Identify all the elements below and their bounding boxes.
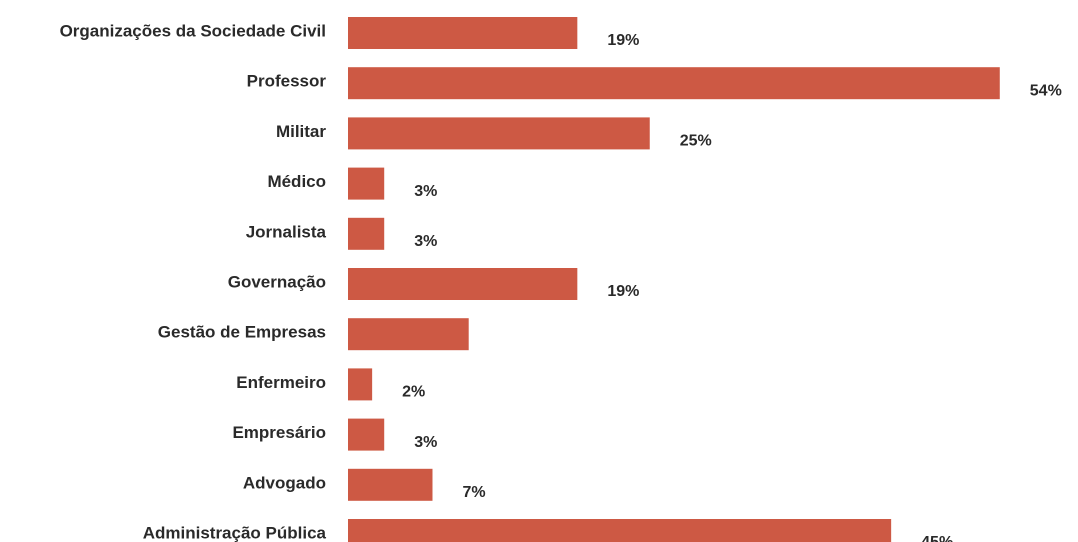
value-label: 25% xyxy=(680,133,712,150)
category-label: Jornalista xyxy=(246,222,327,241)
value-label: 2% xyxy=(402,384,425,401)
value-label: 54% xyxy=(1030,82,1062,99)
category-label: Governação xyxy=(228,272,326,291)
bar xyxy=(348,268,578,300)
bar xyxy=(348,167,385,200)
category-label: Professor xyxy=(247,72,327,91)
value-label: 7% xyxy=(462,484,485,501)
bar xyxy=(348,368,373,401)
bar xyxy=(348,217,385,250)
value-label: 3% xyxy=(414,233,437,250)
value-label: 45% xyxy=(921,534,953,542)
bar xyxy=(348,67,1000,100)
bar xyxy=(348,318,469,351)
category-label: Empresário xyxy=(232,423,326,442)
category-label: Militar xyxy=(276,122,326,141)
bar xyxy=(348,418,385,451)
category-label: Enfermeiro xyxy=(236,373,326,392)
category-label: Administração Pública xyxy=(143,523,327,542)
category-label: Advogado xyxy=(243,473,326,492)
value-label: 3% xyxy=(414,183,437,200)
category-label: Organizações da Sociedade Civil xyxy=(60,21,326,40)
bar xyxy=(348,468,433,501)
category-labels-group: Organizações da Sociedade Civil Professor… xyxy=(60,21,327,542)
category-label: Médico xyxy=(267,172,326,191)
value-labels-group: 19% 54% 25% 3% 3% 19% 2% 3% 7% 45% xyxy=(402,32,1062,542)
bar xyxy=(348,519,892,542)
category-label: Gestão de Empresas xyxy=(158,323,326,342)
bar xyxy=(348,117,650,150)
value-label: 3% xyxy=(414,434,437,451)
value-label: 19% xyxy=(607,32,639,49)
bar xyxy=(348,17,578,49)
value-label: 19% xyxy=(607,283,639,300)
bars-group xyxy=(348,17,1000,542)
